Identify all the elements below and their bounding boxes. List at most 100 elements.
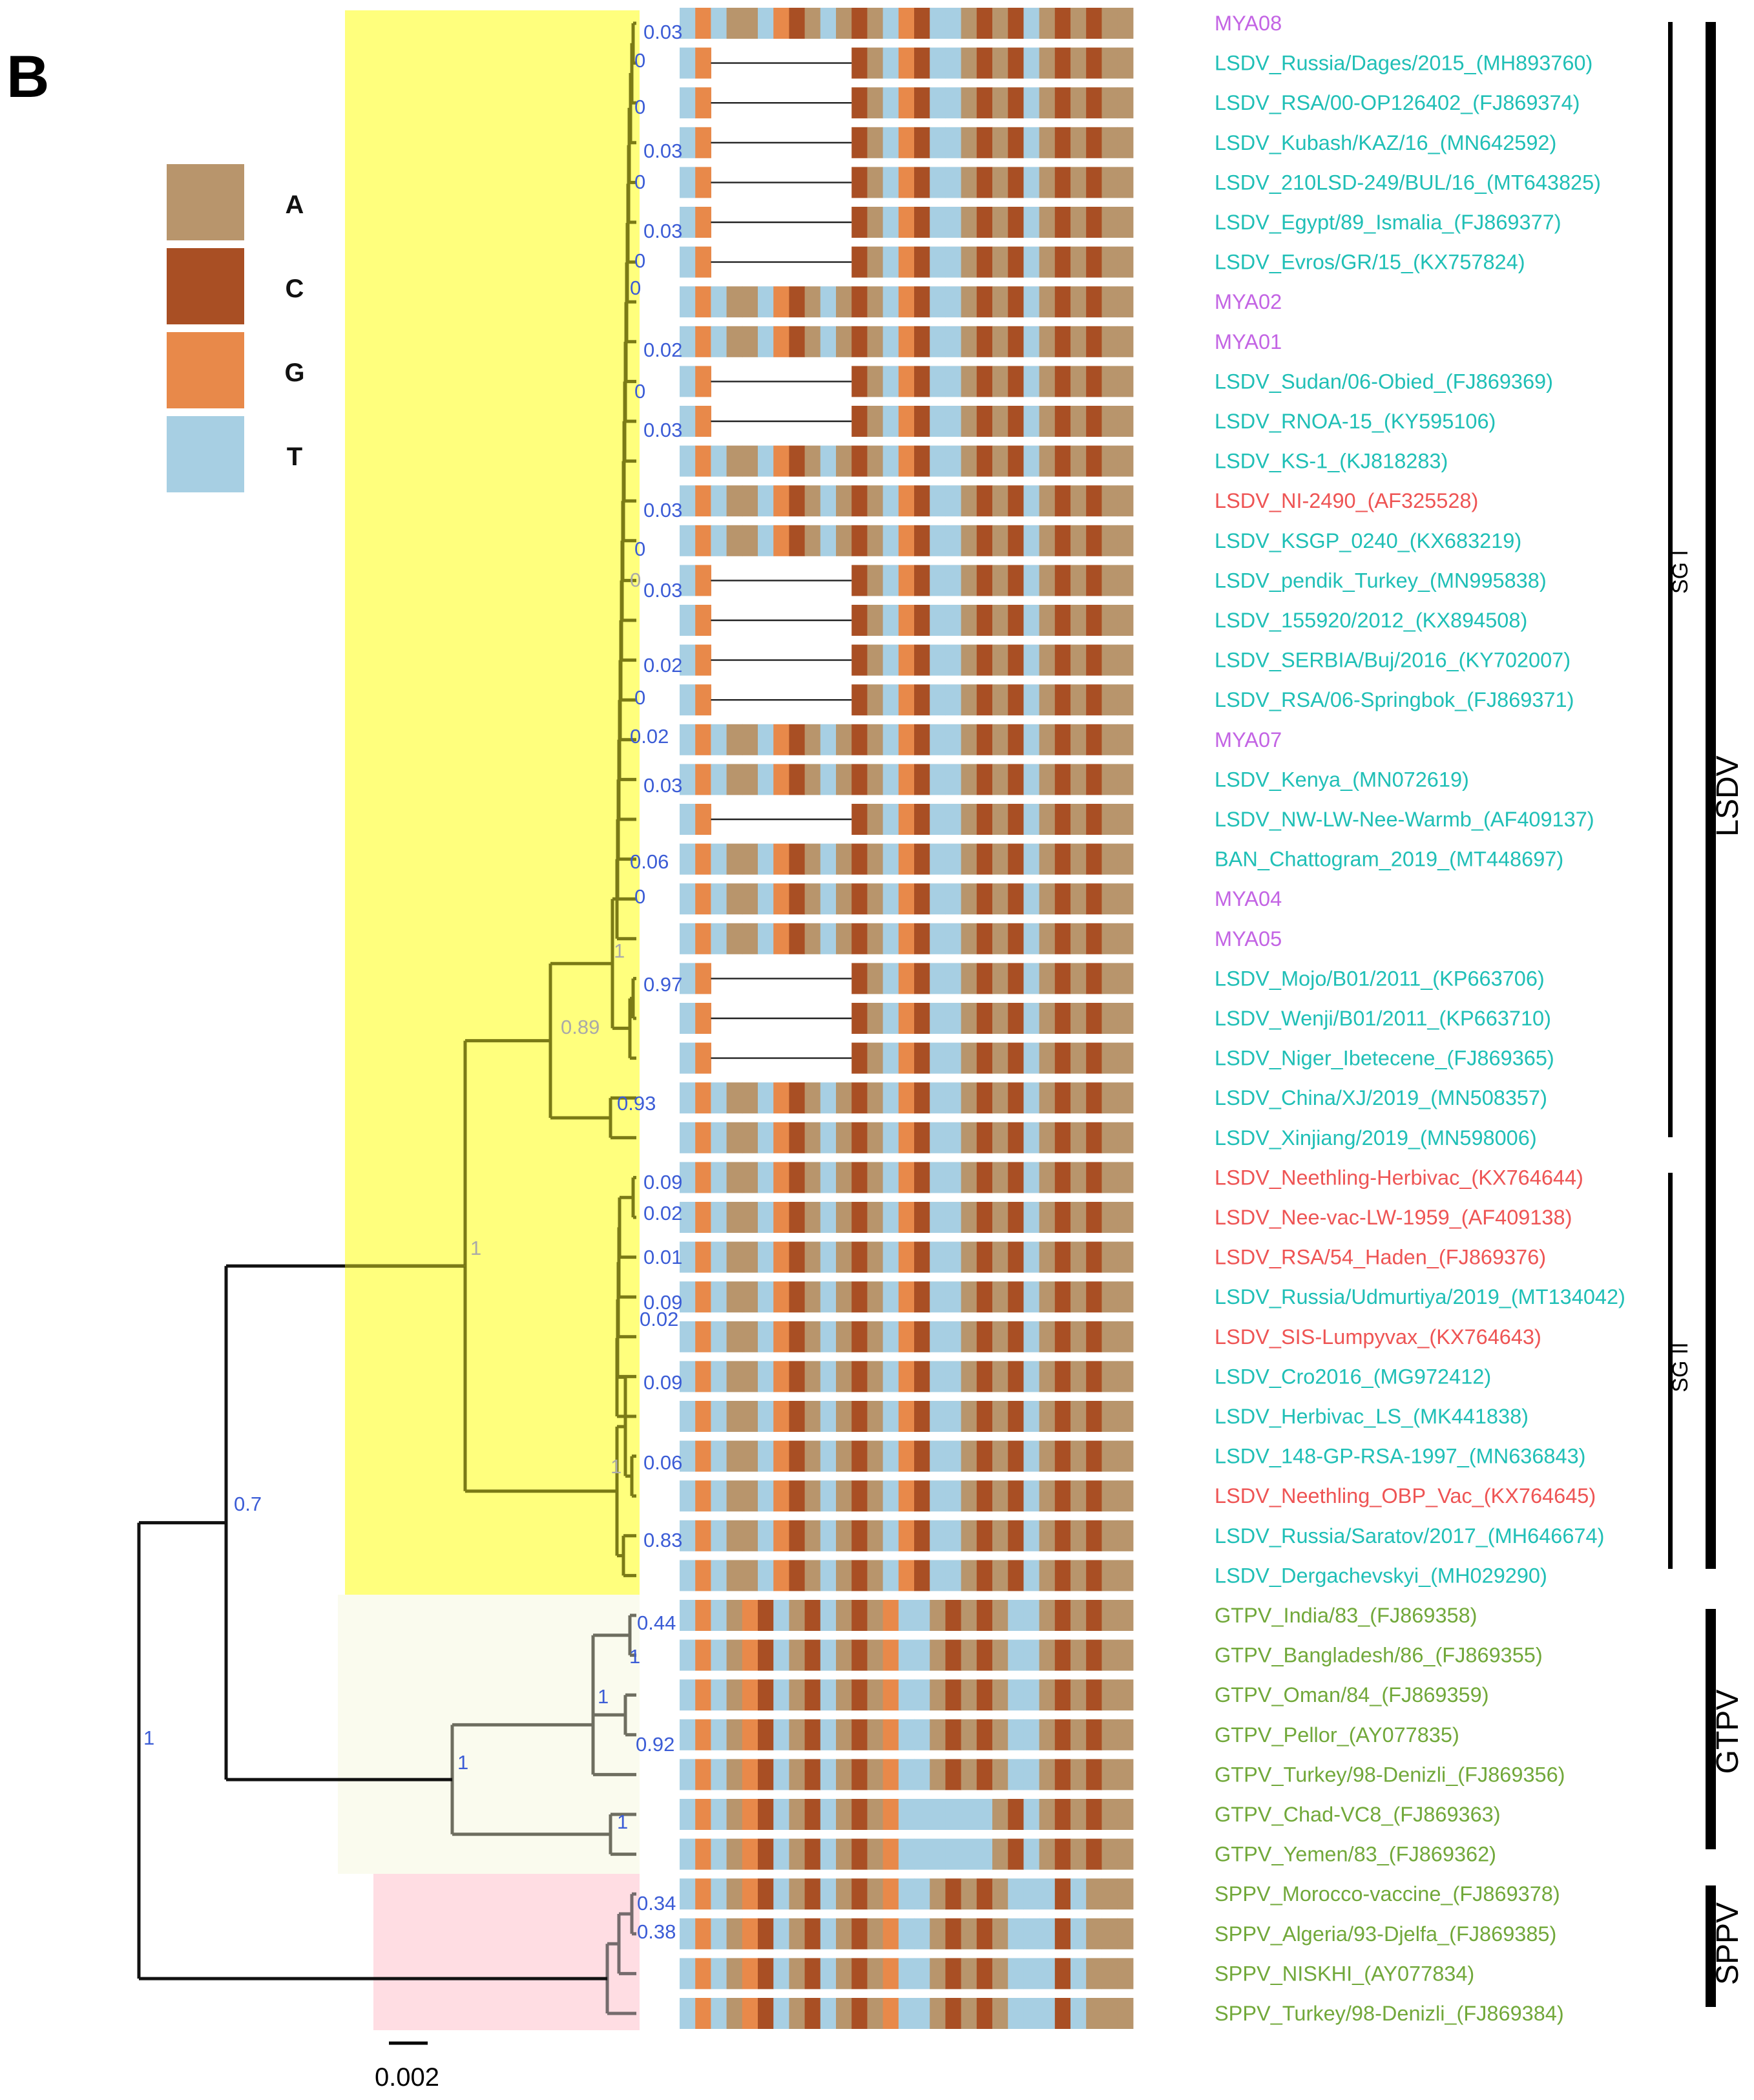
alignment-cell — [1086, 1162, 1102, 1193]
alignment-cell — [882, 963, 899, 994]
alignment-cell — [914, 1600, 930, 1631]
alignment-cell — [1070, 485, 1087, 517]
alignment-cell — [992, 1520, 1008, 1551]
alignment-cell — [820, 724, 837, 755]
taxon-labels: MYA08 LSDV_Russia/Dages/2015_(MH893760) LS… — [1215, 12, 1625, 2025]
alignment-cell — [1117, 1878, 1134, 1910]
alignment-cell — [1086, 1520, 1102, 1551]
alignment-cell — [695, 684, 711, 716]
alignment-cell — [914, 1958, 930, 1990]
alignment-cell — [945, 1321, 962, 1352]
alignment-cell — [1008, 207, 1024, 238]
alignment-cell — [961, 1520, 977, 1551]
alignment-cell — [945, 167, 962, 198]
alignment-cell — [867, 366, 884, 397]
alignment-cell — [1086, 1361, 1102, 1392]
alignment-cell — [898, 883, 915, 915]
alignment-cell — [898, 605, 915, 636]
alignment-cell — [1117, 1998, 1134, 2029]
alignment-cell — [1117, 1361, 1134, 1392]
alignment-cell — [1086, 1122, 1102, 1153]
alignment-cell — [1039, 1958, 1056, 1990]
alignment-cell — [836, 445, 852, 477]
alignment-cell — [1054, 525, 1071, 556]
alignment-cell — [789, 525, 806, 556]
alignment-cell — [1023, 605, 1040, 636]
alignment-cell — [961, 1401, 977, 1432]
alignment-cell — [789, 1799, 806, 1830]
alignment-cell — [961, 1838, 977, 1870]
alignment-cell — [1117, 1281, 1134, 1313]
alignment-cell — [851, 1480, 868, 1512]
alignment-cell — [867, 1520, 884, 1551]
alignment-cell — [1117, 1202, 1134, 1233]
alignment-cell — [1008, 804, 1024, 835]
alignment-cell — [1054, 764, 1071, 795]
alignment-cell — [758, 1560, 774, 1591]
taxon-label: LSDV_NW-LW-Nee-Warmb_(AF409137) — [1215, 808, 1594, 831]
alignment-cell — [1023, 1679, 1040, 1711]
alignment-cell — [945, 326, 962, 357]
alignment-cell — [882, 1600, 899, 1631]
alignment-cell — [867, 883, 884, 915]
alignment-cell — [1039, 1918, 1056, 1949]
alignment-cell — [867, 1719, 884, 1750]
alignment-cell — [1101, 684, 1118, 716]
alignment-cell — [742, 525, 758, 556]
alignment-cell — [836, 8, 852, 39]
alignment-cell — [992, 47, 1008, 79]
alignment-cell — [742, 1918, 758, 1949]
alignment-cell — [758, 1162, 774, 1193]
alignment-cell — [1039, 1838, 1056, 1870]
alignment-cell — [961, 8, 977, 39]
alignment-cell — [789, 1321, 806, 1352]
alignment-cell — [680, 445, 696, 477]
alignment-cell — [1086, 1799, 1102, 1830]
alignment-panel — [680, 8, 1134, 2029]
alignment-cell — [1008, 1918, 1024, 1949]
support-value: 0 — [634, 49, 645, 72]
alignment-cell — [882, 1998, 899, 2029]
alignment-cell — [1054, 605, 1071, 636]
clade-brackets: SG I SG II LSDV GTPV SPPV — [1668, 22, 1745, 2007]
alignment-cell — [930, 485, 946, 517]
alignment-cell — [851, 1838, 868, 1870]
alignment-cell — [711, 1878, 727, 1910]
alignment-cell — [1086, 167, 1102, 198]
alignment-cell — [773, 764, 789, 795]
alignment-cell — [945, 1480, 962, 1512]
taxon-label: LSDV_RSA/00-OP126402_(FJ869374) — [1215, 91, 1580, 114]
alignment-cell — [851, 1918, 868, 1949]
alignment-cell — [804, 525, 821, 556]
alignment-cell — [1117, 47, 1134, 79]
alignment-cell — [804, 1759, 821, 1790]
legend-swatch — [167, 248, 244, 324]
alignment-cell — [976, 1759, 993, 1790]
alignment-cell — [680, 1480, 696, 1512]
alignment-cell — [742, 326, 758, 357]
alignment-cell — [867, 445, 884, 477]
alignment-cell — [1070, 1401, 1087, 1432]
alignment-cell — [851, 1241, 868, 1273]
alignment-cell — [680, 843, 696, 875]
alignment-cell — [976, 644, 993, 676]
alignment-cell — [1117, 1520, 1134, 1551]
alignment-cell — [1086, 1998, 1102, 2029]
alignment-cell — [789, 764, 806, 795]
alignment-cell — [758, 326, 774, 357]
alignment-cell — [961, 207, 977, 238]
alignment-cell — [1101, 326, 1118, 357]
alignment-cell — [914, 485, 930, 517]
alignment-cell — [1117, 87, 1134, 119]
alignment-cell — [680, 1082, 696, 1114]
taxon-label: LSDV_155920/2012_(KX894508) — [1215, 609, 1527, 632]
alignment-cell — [945, 445, 962, 477]
alignment-cell — [976, 1401, 993, 1432]
alignment-cell — [1054, 87, 1071, 119]
alignment-cell — [711, 1440, 727, 1472]
alignment-cell — [680, 1799, 696, 1830]
alignment-cell — [1023, 1799, 1040, 1830]
alignment-cell — [945, 1878, 962, 1910]
alignment-cell — [1039, 883, 1056, 915]
alignment-cell — [867, 923, 884, 954]
